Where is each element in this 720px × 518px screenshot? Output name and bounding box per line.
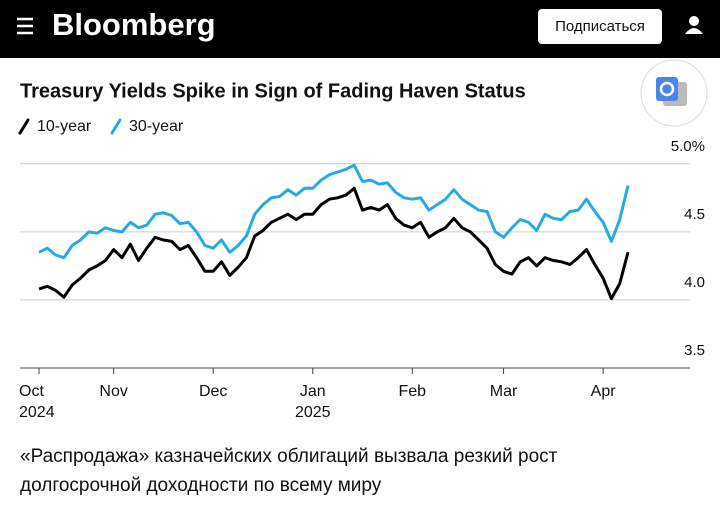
subscribe-label[interactable]: Подписаться [555, 18, 645, 35]
logo[interactable]: Bloomberg [52, 7, 216, 42]
series-line [38, 163, 630, 260]
legend-label: 10-year [37, 118, 92, 135]
legend-swatch [18, 118, 30, 135]
y-tick-label: 4.5 [684, 206, 705, 223]
user-body [685, 28, 703, 34]
x-tick-label: Oct 2024 [19, 383, 55, 421]
x-tick-label: Nov [99, 383, 128, 400]
translate-button[interactable] [640, 59, 708, 127]
legend-label: 30-year [129, 118, 184, 135]
y-tick-label: 4.0 [684, 274, 705, 291]
series-line [38, 186, 630, 301]
translate-glyph [659, 81, 675, 97]
y-tick-label: 5.0% [671, 138, 705, 155]
chart-title: Treasury Yields Spike in Sign of Fading … [20, 80, 526, 102]
user-head [689, 16, 699, 26]
x-tick-label: Apr [590, 383, 616, 400]
x-tick-label: Dec [198, 383, 228, 400]
subscribe-button[interactable] [538, 9, 662, 44]
x-tick-label: Feb [398, 383, 427, 400]
x-tick-label: Jan 2025 [294, 383, 331, 421]
caption: «Распродажа» казначейских облигаций вызв… [20, 446, 558, 496]
legend-swatch [110, 118, 122, 135]
menu-icon[interactable] [17, 17, 33, 35]
x-tick-label: Mar [489, 383, 518, 400]
user-icon[interactable] [685, 16, 703, 34]
translate-front [656, 77, 678, 101]
y-tick-label: 3.5 [684, 342, 705, 359]
